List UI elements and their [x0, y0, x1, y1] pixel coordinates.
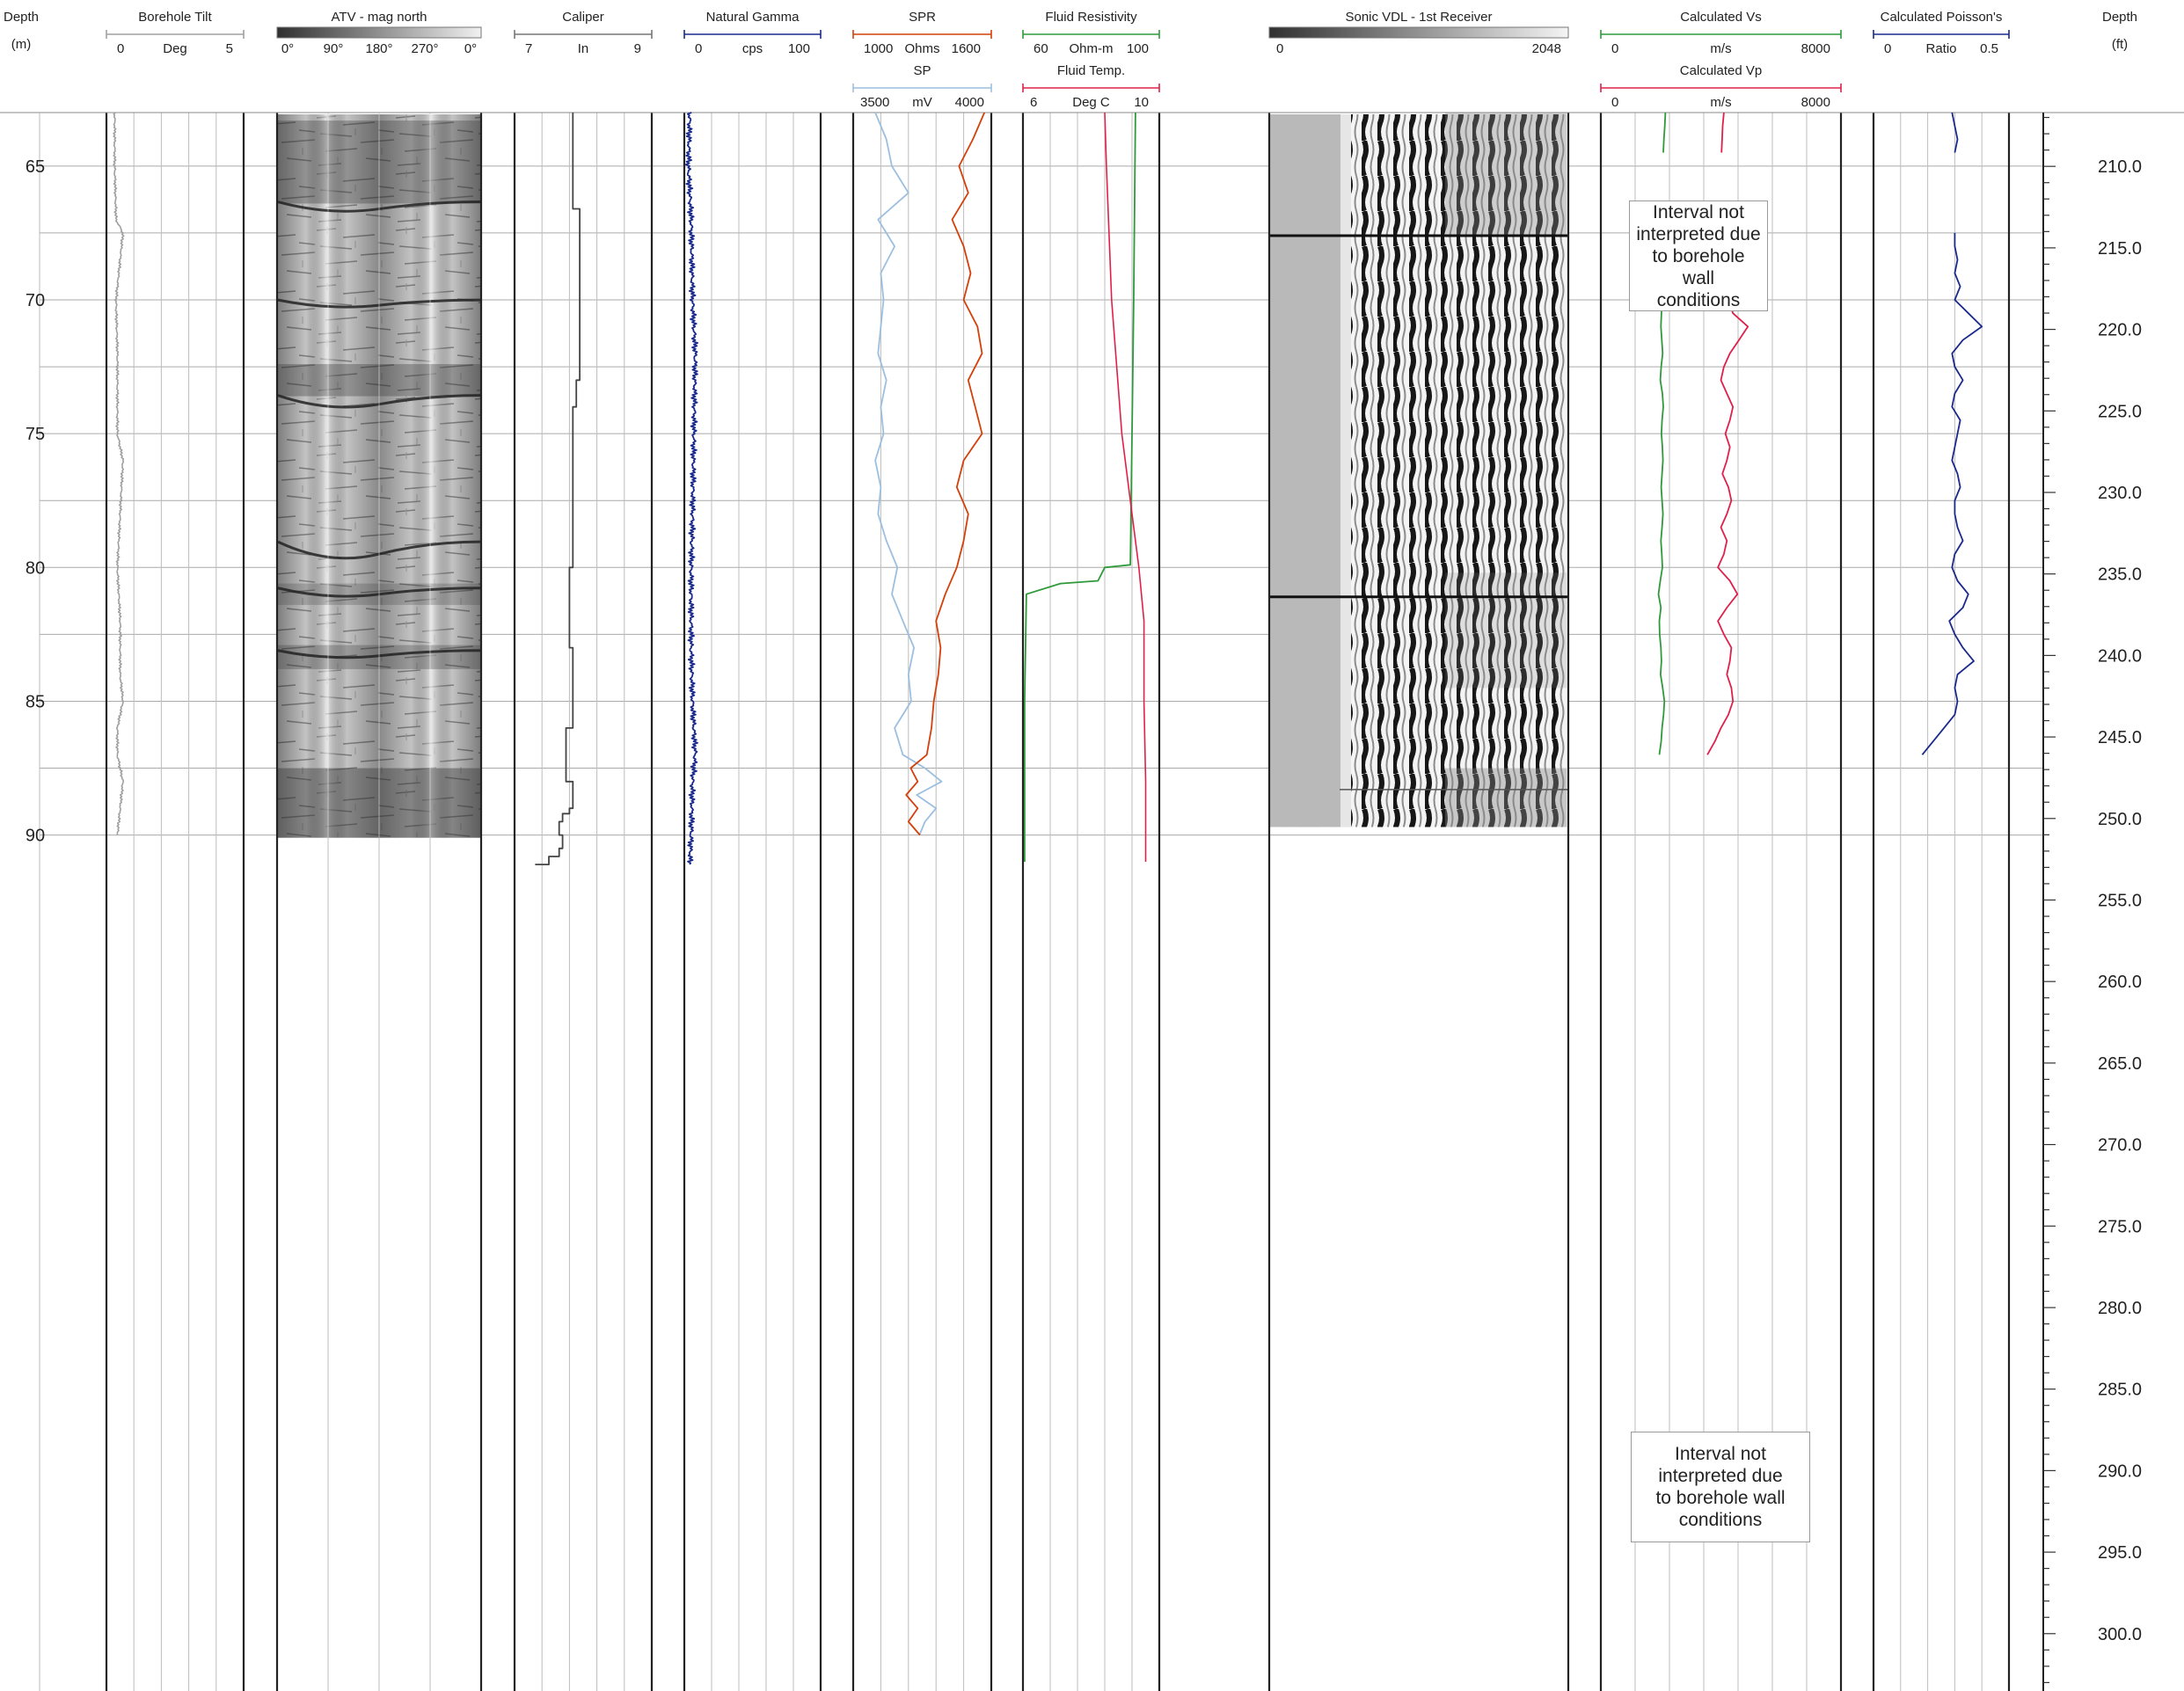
depth-m-title: Depth [4, 10, 39, 25]
vdl-title: Sonic VDL - 1st Receiver [1345, 10, 1492, 25]
depth-ft-tick-label: 270.0 [2098, 1136, 2142, 1155]
depth-ft-tick-label: 285.0 [2098, 1381, 2142, 1400]
vdl-min: 0 [1276, 41, 1283, 56]
gamma-title: Natural Gamma [706, 10, 800, 25]
spr-min: 1000 [864, 41, 893, 56]
atv-azimuth-label: 180° [365, 41, 392, 56]
depth-ft-tick-label: 235.0 [2098, 565, 2142, 585]
depth-ft-tick-label: 230.0 [2098, 484, 2142, 503]
depth-ft-tick-label: 225.0 [2098, 402, 2142, 421]
note-upper-interval: Interval not interpreted due to borehole… [1629, 200, 1768, 311]
depth-ft-tick-label: 245.0 [2098, 728, 2142, 747]
atv-azimuth-label: 0° [281, 41, 294, 56]
gamma-min: 0 [695, 41, 702, 56]
sp-unit: mV [912, 95, 932, 110]
atv-azimuth-label: 0° [464, 41, 477, 56]
vs-min: 0 [1611, 41, 1618, 56]
depth-ft-tick-label: 290.0 [2098, 1461, 2142, 1481]
spr-unit: Ohms [904, 41, 939, 56]
depth-ft-unit: (ft) [2112, 37, 2128, 52]
spr-title: SPR [909, 10, 936, 25]
ftemp-title: Fluid Temp. [1057, 63, 1125, 78]
ftemp-max: 10 [1134, 95, 1149, 110]
spr-max: 1600 [952, 41, 981, 56]
poisson-min: 0 [1884, 41, 1891, 56]
depth-m-tick-label: 90 [26, 827, 45, 846]
vdl-attenuation [1445, 768, 1567, 827]
sp-max: 4000 [955, 95, 984, 110]
vdl-noise-zone [1270, 114, 1340, 827]
caliper-title: Caliper [562, 10, 604, 25]
vp-max: 8000 [1801, 95, 1830, 110]
ftemp-min: 6 [1030, 95, 1037, 110]
atv-azimuth-label: 270° [411, 41, 438, 56]
vs-max: 8000 [1801, 41, 1830, 56]
tilt-curve [113, 112, 125, 835]
vdl-color-bar [1268, 26, 1569, 39]
depth-ft-tick-label: 255.0 [2098, 891, 2142, 910]
depth-ft-tick-label: 220.0 [2098, 321, 2142, 340]
ftemp-curve [1104, 112, 1147, 862]
sp-min: 3500 [860, 95, 889, 110]
vdl-max: 2048 [1532, 41, 1561, 56]
atv-azimuth-label: 90° [324, 41, 344, 56]
poisson-unit: Ratio [1925, 41, 1956, 56]
atv-color-bar [276, 26, 482, 39]
depth-ft-tick-label: 265.0 [2098, 1054, 2142, 1074]
fres-min: 60 [1034, 41, 1048, 56]
vp-unit: m/s [1710, 95, 1731, 110]
depth-m-tick-label: 75 [26, 425, 45, 444]
depth-ft-tick-label: 210.0 [2098, 157, 2142, 177]
gamma-unit: cps [742, 41, 763, 56]
vs-title: Calculated Vs [1680, 10, 1762, 25]
depth-ft-title: Depth [2102, 10, 2137, 25]
depth-ft-tick-label: 215.0 [2098, 239, 2142, 259]
vdl-attenuation [1445, 113, 1567, 236]
fres-max: 100 [1127, 41, 1149, 56]
depth-ft-tick-label: 280.0 [2098, 1299, 2142, 1318]
vdl-first-arrival [1340, 114, 1351, 827]
depth-ft-tick-label: 240.0 [2098, 646, 2142, 666]
poisson-max: 0.5 [1980, 41, 1998, 56]
gamma-max: 100 [788, 41, 810, 56]
gamma-curve [684, 112, 698, 865]
vdl-attenuation [1445, 572, 1567, 689]
depth-m-tick-label: 80 [26, 558, 45, 578]
tilt-max: 5 [226, 41, 233, 56]
spr-curve [905, 112, 986, 836]
caliper-min: 7 [525, 41, 532, 56]
vs-unit: m/s [1710, 41, 1731, 56]
vp-min: 0 [1611, 95, 1618, 110]
fres-unit: Ohm-m [1070, 41, 1114, 56]
depth-m-tick-label: 85 [26, 692, 45, 711]
caliper-max: 9 [634, 41, 641, 56]
depth-ft-tick-label: 300.0 [2098, 1625, 2142, 1644]
atv-title: ATV - mag north [332, 10, 427, 25]
tilt-min: 0 [117, 41, 124, 56]
vp-title: Calculated Vp [1680, 63, 1762, 78]
depth-ft-tick-label: 260.0 [2098, 973, 2142, 992]
depth-ft-tick-label: 275.0 [2098, 1217, 2142, 1236]
poisson-curve [1921, 112, 1983, 755]
caliper-unit: In [578, 41, 589, 56]
sp-curve [874, 112, 943, 835]
depth-m-tick-label: 70 [26, 291, 45, 310]
sp-title: SP [913, 63, 931, 78]
depth-ft-tick-label: 295.0 [2098, 1543, 2142, 1563]
poisson-title: Calculated Poisson's [1881, 10, 2003, 25]
tilt-unit: Deg [163, 41, 187, 56]
caliper-curve [535, 113, 581, 865]
tilt-title: Borehole Tilt [138, 10, 212, 25]
depth-m-unit: (m) [11, 37, 32, 52]
ftemp-unit: Deg C [1072, 95, 1110, 110]
depth-ft-tick-label: 250.0 [2098, 810, 2142, 829]
note-lower-interval: Interval not interpreted due to borehole… [1631, 1432, 1810, 1542]
fres-curve [1024, 112, 1136, 862]
depth-m-tick-label: 65 [26, 157, 45, 177]
fres-title: Fluid Resistivity [1045, 10, 1137, 25]
